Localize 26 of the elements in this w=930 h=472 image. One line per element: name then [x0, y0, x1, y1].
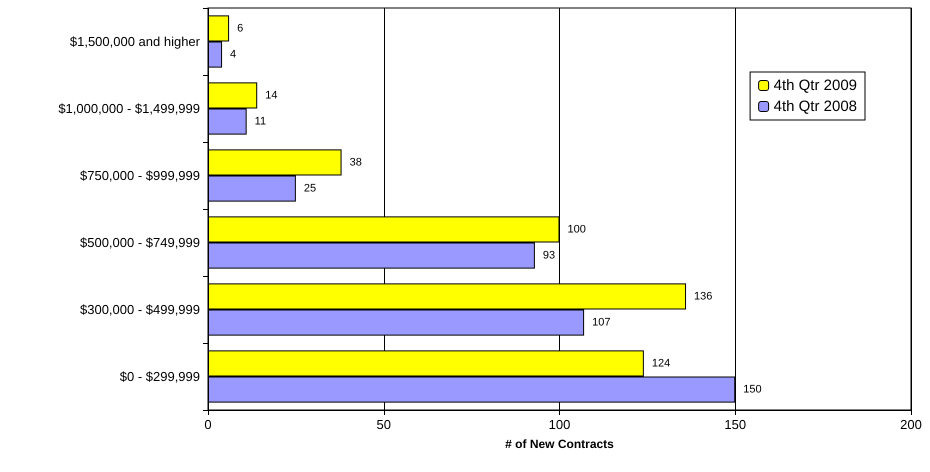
data-label: 150	[743, 384, 762, 396]
x-axis-title: # of New Contracts	[505, 437, 614, 451]
y-tick-label: $750,000 - $999,999	[80, 168, 200, 183]
data-label: 93	[542, 250, 556, 262]
data-label: 6	[237, 22, 244, 34]
x-tick-label: 0	[204, 417, 212, 432]
data-label: 25	[304, 182, 316, 195]
y-tick-label: $1,500,000 and higher	[70, 34, 201, 49]
x-tick-label: 50	[376, 417, 391, 432]
data-label: 38	[350, 156, 362, 168]
data-label: 100	[568, 223, 586, 236]
x-tick-label: 100	[548, 417, 570, 432]
y-tick-label: $0 - $299,999	[120, 369, 200, 384]
legend-label: 4th Qtr 2009	[774, 77, 858, 94]
data-label: 136	[694, 290, 712, 302]
data-label: 4	[230, 48, 236, 61]
y-tick-label: $1,000,000 - $1,499,999	[58, 101, 200, 116]
data-label: 107	[592, 316, 610, 329]
data-label: 11	[254, 116, 266, 128]
y-tick-label: $500,000 - $749,999	[80, 235, 200, 250]
x-tick-label: 150	[724, 417, 746, 432]
legend-label: 4th Qtr 2008	[774, 98, 858, 115]
data-label: 14	[265, 89, 278, 102]
y-tick-label: $300,000 - $499,999	[80, 302, 200, 317]
data-label: 124	[652, 357, 670, 370]
x-tick-label: 200	[900, 417, 922, 432]
